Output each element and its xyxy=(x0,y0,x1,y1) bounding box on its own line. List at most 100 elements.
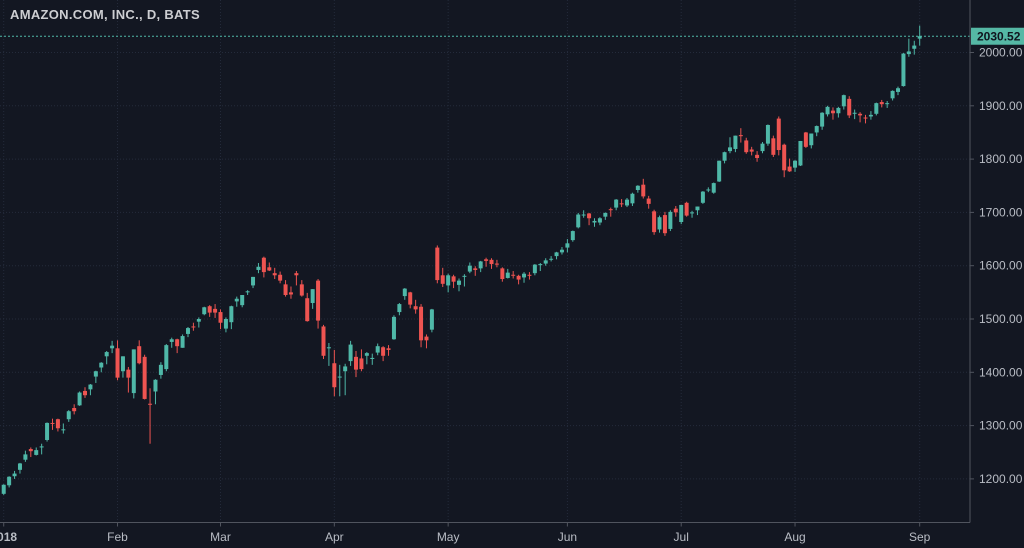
candle[interactable] xyxy=(261,256,266,278)
candle[interactable] xyxy=(603,212,608,220)
candle[interactable] xyxy=(294,271,299,286)
candle[interactable] xyxy=(841,94,846,110)
candle[interactable] xyxy=(554,251,559,260)
candle[interactable] xyxy=(565,239,570,253)
candle[interactable] xyxy=(597,217,602,226)
candle[interactable] xyxy=(722,151,727,164)
candle[interactable] xyxy=(131,349,136,399)
candle[interactable] xyxy=(700,191,705,204)
candle[interactable] xyxy=(99,362,104,373)
candle[interactable] xyxy=(836,106,841,118)
candle[interactable] xyxy=(451,274,456,289)
candle[interactable] xyxy=(890,90,895,101)
candle[interactable] xyxy=(23,450,28,462)
candle[interactable] xyxy=(776,116,781,156)
candle[interactable] xyxy=(316,279,321,329)
candle[interactable] xyxy=(760,142,765,154)
candle[interactable] xyxy=(630,192,635,207)
candle[interactable] xyxy=(771,135,776,157)
candle[interactable] xyxy=(744,137,749,154)
candle[interactable] xyxy=(820,112,825,130)
candle[interactable] xyxy=(169,337,174,348)
candle[interactable] xyxy=(852,109,857,120)
candle[interactable] xyxy=(39,443,44,455)
candle[interactable] xyxy=(608,207,613,217)
candle[interactable] xyxy=(7,476,12,488)
candle[interactable] xyxy=(679,204,684,225)
candle[interactable] xyxy=(532,264,537,276)
candle[interactable] xyxy=(137,340,142,365)
candle[interactable] xyxy=(765,124,770,146)
candle[interactable] xyxy=(424,334,429,349)
candle[interactable] xyxy=(234,296,239,307)
candle[interactable] xyxy=(863,114,868,124)
candle[interactable] xyxy=(104,350,109,365)
candle[interactable] xyxy=(305,292,310,322)
candle[interactable] xyxy=(288,286,293,299)
candle[interactable] xyxy=(120,356,125,378)
candle[interactable] xyxy=(391,315,396,340)
candle[interactable] xyxy=(402,288,407,300)
candle[interactable] xyxy=(126,366,131,393)
candle[interactable] xyxy=(251,276,256,289)
candle[interactable] xyxy=(646,195,651,209)
candle[interactable] xyxy=(782,143,787,178)
candle[interactable] xyxy=(213,304,218,318)
candle[interactable] xyxy=(164,344,169,372)
candle[interactable] xyxy=(619,199,624,208)
candle[interactable] xyxy=(348,340,353,366)
candle[interactable] xyxy=(34,447,39,456)
candle[interactable] xyxy=(158,362,163,379)
candle[interactable] xyxy=(505,268,510,279)
candle[interactable] xyxy=(310,289,315,309)
candle[interactable] xyxy=(738,128,743,143)
candle[interactable] xyxy=(625,198,630,208)
candle[interactable] xyxy=(326,342,331,366)
candle[interactable] xyxy=(896,86,901,96)
candle[interactable] xyxy=(381,346,386,362)
candle[interactable] xyxy=(12,470,17,479)
candle[interactable] xyxy=(429,308,434,333)
candle[interactable] xyxy=(830,107,835,120)
candle[interactable] xyxy=(218,309,223,330)
candle[interactable] xyxy=(185,326,190,338)
candle[interactable] xyxy=(690,210,695,218)
candle[interactable] xyxy=(549,256,554,262)
candle[interactable] xyxy=(66,410,71,422)
candle[interactable] xyxy=(88,384,93,396)
candle[interactable] xyxy=(673,206,678,217)
candle[interactable] xyxy=(538,263,543,272)
candle[interactable] xyxy=(332,349,337,397)
candle[interactable] xyxy=(321,324,326,359)
candle[interactable] xyxy=(202,306,207,316)
candle[interactable] xyxy=(755,151,760,162)
candle[interactable] xyxy=(207,305,212,317)
candle[interactable] xyxy=(652,209,657,235)
candle[interactable] xyxy=(61,423,66,434)
candle[interactable] xyxy=(196,317,201,328)
candle[interactable] xyxy=(825,105,830,117)
candle[interactable] xyxy=(793,160,798,172)
candle[interactable] xyxy=(467,262,472,274)
candle[interactable] xyxy=(803,131,808,148)
candle[interactable] xyxy=(50,418,55,430)
candle[interactable] xyxy=(879,99,884,108)
candle[interactable] xyxy=(364,352,369,365)
candle[interactable] xyxy=(240,295,245,308)
candle[interactable] xyxy=(408,291,413,309)
candle[interactable] xyxy=(386,345,391,356)
candle[interactable] xyxy=(592,218,597,227)
candle[interactable] xyxy=(397,303,402,316)
candle[interactable] xyxy=(494,259,499,268)
candle[interactable] xyxy=(223,317,228,333)
candle[interactable] xyxy=(559,247,564,255)
candle[interactable] xyxy=(413,299,418,314)
candle[interactable] xyxy=(684,201,689,217)
candle[interactable] xyxy=(668,210,673,232)
candle[interactable] xyxy=(462,274,467,287)
candle[interactable] xyxy=(267,262,272,272)
candle[interactable] xyxy=(912,40,917,55)
candle[interactable] xyxy=(375,343,380,356)
candle[interactable] xyxy=(543,258,548,266)
